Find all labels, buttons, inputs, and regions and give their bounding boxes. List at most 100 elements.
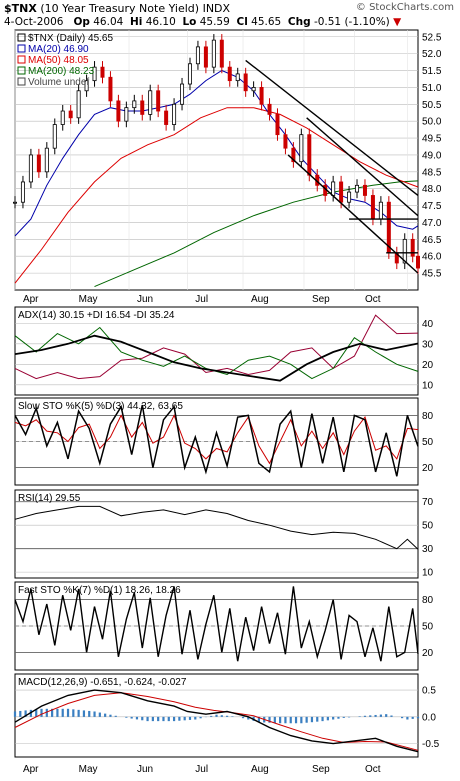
macd-histogram-bar xyxy=(157,716,160,722)
low-label: Lo xyxy=(182,16,197,28)
adx-panel-tick-label: 10 xyxy=(422,380,434,391)
price-candle xyxy=(180,83,185,105)
adx-panel-tick-label: 40 xyxy=(422,319,434,330)
price-x-label-may: May xyxy=(79,294,98,305)
macd-histogram-bar xyxy=(130,716,133,719)
macd-histogram-bar xyxy=(220,715,223,717)
macd-histogram-bar xyxy=(363,715,367,717)
macd-histogram-bar xyxy=(13,711,17,717)
macd-histogram-bar xyxy=(93,711,96,717)
price-candle xyxy=(28,154,33,183)
adx-line xyxy=(14,334,419,382)
macd-title: MACD(12,26,9) -0.651, -0.624, -0.027 xyxy=(18,677,187,688)
macd-histogram-bar xyxy=(77,709,80,717)
price-candle xyxy=(283,134,288,149)
price-candle xyxy=(164,110,169,125)
price-x-label-jul: Jul xyxy=(195,294,208,305)
macd-histogram-bar xyxy=(226,715,229,717)
macd-histogram-bar xyxy=(332,716,335,720)
macd-histogram-bar xyxy=(104,713,107,717)
macd-line xyxy=(14,689,419,753)
chart-header-line2: 4-Oct-2006 Op 46.04 Hi 46.10 Lo 45.59 Cl… xyxy=(4,16,401,28)
macd-x-label-jun: Jun xyxy=(137,764,153,775)
price-panel-tick-label: 48.0 xyxy=(422,184,442,195)
price-candle xyxy=(100,66,105,78)
macd-histogram-bar xyxy=(178,716,181,721)
price-candle xyxy=(415,255,420,269)
slow-sto-panel-tick-label: 50 xyxy=(422,437,434,448)
macd-histogram-bar xyxy=(379,714,382,717)
macd-histogram-bar xyxy=(289,716,292,724)
macd-histogram-bar xyxy=(151,716,154,722)
ma200-line xyxy=(94,180,419,288)
open-label: Op xyxy=(73,16,90,28)
price-candle xyxy=(92,66,97,82)
macd-histogram-bar xyxy=(268,716,271,723)
macd-histogram-bar xyxy=(35,709,38,717)
price-candle xyxy=(156,90,161,112)
price-panel-tick-label: 46.5 xyxy=(422,235,442,246)
macd-histogram-bar xyxy=(284,716,287,724)
fast-sto-panel-tick-label: 20 xyxy=(422,648,434,659)
price-candle xyxy=(52,124,57,149)
price-panel-tick-label: 46.0 xyxy=(422,252,442,263)
price-candle xyxy=(203,46,208,68)
price-candle xyxy=(378,201,383,220)
macd-x-label-may: May xyxy=(79,764,98,775)
price-panel-tick-label: 45.5 xyxy=(422,269,442,280)
change-value: -0.51 (-1.10%) xyxy=(313,16,390,28)
macd-histogram-bar xyxy=(310,716,314,723)
slow-sto-d-line xyxy=(14,414,419,465)
price-candle xyxy=(291,147,296,163)
fast-sto-panel-tick-label: 80 xyxy=(422,595,434,606)
rsi-panel-tick-label: 30 xyxy=(422,544,434,555)
price-candle xyxy=(108,76,113,102)
down-arrow-icon: ▼ xyxy=(393,16,402,28)
brand: © StockCharts.com xyxy=(355,2,454,13)
macd-histogram-bar xyxy=(135,716,139,720)
price-candle xyxy=(36,154,41,173)
quote-date: 4-Oct-2006 xyxy=(4,16,64,28)
close-value: 45.65 xyxy=(251,16,282,28)
price-candle xyxy=(331,181,336,196)
price-x-label-aug: Aug xyxy=(251,294,269,305)
slow-sto-panel-tick-label: 20 xyxy=(422,463,434,474)
price-panel-tick-label: 47.5 xyxy=(422,201,442,212)
adx-panel-frame xyxy=(14,306,419,396)
price-candle xyxy=(211,39,216,68)
macd-panel-tick-label: 0.5 xyxy=(422,686,436,697)
macd-histogram-bar xyxy=(342,716,345,718)
high-label: Hi xyxy=(130,16,143,28)
price-candle xyxy=(402,238,407,264)
macd-histogram-bar xyxy=(316,716,319,722)
price-candle xyxy=(132,100,137,109)
price-candle xyxy=(347,191,352,203)
price-candle xyxy=(20,181,25,203)
price-candle xyxy=(116,100,121,122)
trendline xyxy=(245,59,419,197)
macd-histogram-bar xyxy=(358,716,361,717)
macd-histogram-bar xyxy=(183,716,186,721)
price-candle xyxy=(76,90,81,119)
legend-volume: Volume undef xyxy=(28,77,89,88)
price-panel-tick-label: 52.5 xyxy=(422,32,442,43)
price-candle xyxy=(60,110,65,125)
legend-ma20: MA(20) 46.90 xyxy=(28,44,89,55)
price-x-label-oct: Oct xyxy=(365,294,381,305)
macd-histogram-bar xyxy=(24,710,27,717)
macd-histogram-bar xyxy=(114,715,117,717)
price-panel-tick-label: 52.0 xyxy=(422,49,442,60)
price-panel-tick-label: 49.5 xyxy=(422,134,442,145)
macd-histogram-bar xyxy=(385,714,388,717)
legend-swatch xyxy=(17,33,26,42)
legend-ma50: MA(50) 48.05 xyxy=(28,55,89,66)
price-candle xyxy=(172,103,177,125)
legend-swatch xyxy=(17,44,26,53)
macd-histogram-bar xyxy=(188,716,192,720)
macd-histogram-bar xyxy=(416,716,420,719)
macd-histogram-bar xyxy=(247,716,250,720)
macd-histogram-bar xyxy=(162,716,165,722)
price-candle xyxy=(84,80,89,92)
price-x-label-apr: Apr xyxy=(23,294,39,305)
macd-histogram-bar xyxy=(231,716,234,717)
